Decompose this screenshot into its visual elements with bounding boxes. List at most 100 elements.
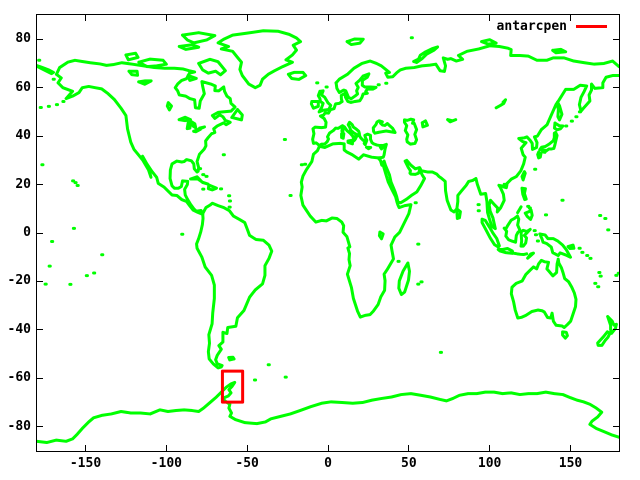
coastline-lake_winnipeg <box>167 103 171 110</box>
coastline-south_europe <box>313 101 387 157</box>
coastline-luzon <box>522 188 526 199</box>
coastline-newfoundland <box>232 109 243 119</box>
coastline-nz_south <box>598 332 610 346</box>
coastline-lesser_sunda <box>515 253 527 254</box>
coastline-new_guinea <box>540 234 571 257</box>
y-tick-right <box>613 87 619 89</box>
y-tick-label: -40 <box>7 321 31 337</box>
coastline-honshu <box>540 132 557 150</box>
coastline-sardinia <box>342 134 344 139</box>
plot-frame: antarcpen <box>36 14 620 452</box>
y-tick-left <box>37 377 43 379</box>
coastline-iceland <box>288 72 305 79</box>
x-tick-label: 100 <box>477 456 502 471</box>
y-tick-label: 40 <box>15 128 31 144</box>
coastline-crete <box>366 147 370 148</box>
coastline-nz_north <box>608 317 617 334</box>
coastline-great_britain <box>318 91 330 112</box>
y-tick-left <box>37 184 43 186</box>
coastline-greenland <box>218 31 300 88</box>
coastline-taiwan <box>522 172 525 180</box>
y-tick-right <box>613 38 619 40</box>
coastline-ireland <box>311 101 318 108</box>
legend: antarcpen <box>497 19 607 34</box>
coastline-great_slave <box>139 81 151 84</box>
world-map <box>37 15 619 451</box>
coastline-lake_michigan <box>187 122 190 129</box>
coastline-java <box>498 249 513 254</box>
legend-label: antarcpen <box>496 19 567 34</box>
coastline-southampton <box>188 76 196 81</box>
y-tick-label: -60 <box>7 370 31 386</box>
coastline-hispaniola <box>208 185 216 190</box>
y-tick-label: 20 <box>15 176 31 192</box>
y-tick-right <box>613 329 619 331</box>
coastline-scandinavia_baltic <box>336 74 376 103</box>
coastline-timor <box>528 253 534 258</box>
y-tick-left <box>37 329 43 331</box>
x-tick-bottom <box>570 445 571 451</box>
coastline-tasmania <box>563 332 568 338</box>
y-tick-label: 0 <box>23 225 31 240</box>
coastline-sri_lanka <box>457 209 460 218</box>
x-tick-top <box>408 15 410 21</box>
coastline-cyprus <box>380 147 383 149</box>
legend-line-sample <box>576 25 607 28</box>
coastline-australia <box>511 259 576 327</box>
y-tick-right <box>613 377 619 379</box>
region-box-antarcpen <box>222 371 242 402</box>
coastline-sumatra <box>482 219 499 247</box>
x-tick-bottom <box>165 445 167 451</box>
coastline-devon <box>179 45 198 50</box>
y-tick-left <box>37 426 43 428</box>
y-tick-right <box>613 426 619 428</box>
coastline-corsica <box>342 129 343 133</box>
coastline-east_asia_arabia <box>381 76 619 229</box>
x-tick-top <box>570 15 571 21</box>
y-tick-label: -80 <box>7 418 31 434</box>
coastline-shikoku <box>543 150 546 152</box>
coastline-north_america <box>56 60 235 214</box>
x-tick-top <box>246 15 248 21</box>
coastline-madagascar <box>399 263 410 294</box>
coastline-severnaya_zemlya <box>482 40 497 44</box>
coastline-kyushu <box>538 152 541 158</box>
x-tick-bottom <box>85 445 86 451</box>
y-tick-left <box>37 280 43 282</box>
coastline-sakhalin <box>557 102 562 120</box>
x-tick-label: 0 <box>324 456 332 471</box>
coastline-baikal <box>496 100 505 108</box>
coastline-banks <box>126 53 138 60</box>
coastline-baffin <box>199 59 226 75</box>
y-tick-left <box>37 232 43 234</box>
x-tick-top <box>327 15 329 21</box>
coastline-eurasia_arctic <box>336 46 619 83</box>
coastline-great_bear <box>129 71 138 75</box>
x-tick-label: -50 <box>235 456 259 471</box>
x-tick-label: -150 <box>69 456 102 471</box>
x-tick-bottom <box>327 445 329 451</box>
y-tick-left <box>37 38 43 40</box>
x-tick-top <box>489 15 491 21</box>
coastline-victoria_island <box>139 59 166 67</box>
coastline-caspian_sea <box>404 119 416 144</box>
coastline-aral_sea <box>422 121 427 127</box>
coastline-lake_victoria <box>379 232 383 239</box>
coastline-antarctica <box>37 382 619 442</box>
y-tick-right <box>613 184 619 186</box>
y-tick-right <box>613 232 619 234</box>
coastline-ellesmere <box>183 33 215 43</box>
x-tick-bottom <box>246 445 248 451</box>
x-tick-label: 150 <box>558 456 583 471</box>
coastline-hainan <box>504 184 507 187</box>
y-tick-right <box>613 280 619 282</box>
y-tick-label: 60 <box>15 79 31 95</box>
x-tick-label: 50 <box>401 456 417 471</box>
y-tick-left <box>37 135 43 137</box>
x-tick-bottom <box>408 445 410 451</box>
x-tick-label: -100 <box>150 456 182 471</box>
coastline-balkhash <box>448 120 456 122</box>
y-tick-label: 80 <box>15 31 31 47</box>
x-tick-top <box>165 15 167 21</box>
